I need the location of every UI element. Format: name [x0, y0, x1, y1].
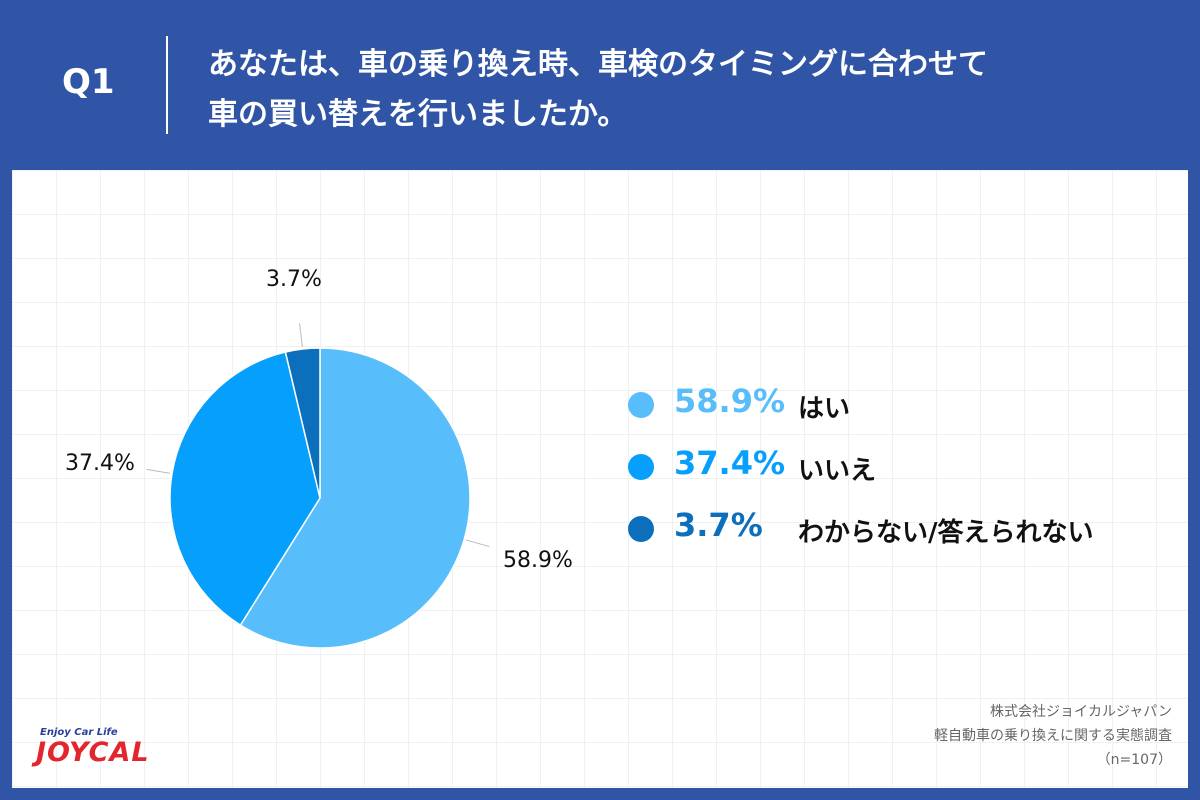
question-line-1: あなたは、車の乗り換え時、車検のタイミングに合わせて	[208, 47, 988, 82]
leader-line-no	[146, 468, 171, 474]
legend-swatch-unknown	[628, 516, 654, 542]
joycal-logo: Enjoy Car Life JOYCAL	[36, 725, 186, 775]
legend-label-no: いいえ	[798, 456, 877, 486]
legend-item-unknown: 3.7% わからない/答えられない	[628, 504, 1168, 566]
header-divider	[166, 36, 168, 134]
legend-swatch-no	[628, 454, 654, 480]
legend-label-unknown: わからない/答えられない	[798, 518, 1094, 548]
legend-swatch-yes	[628, 392, 654, 418]
credit-sample: （n=107）	[1096, 752, 1172, 768]
leader-line-yes	[465, 539, 490, 548]
pie-slice-unknown	[284, 347, 321, 499]
legend-item-yes: 58.9% はい	[628, 380, 1168, 442]
leader-line-unknown	[299, 323, 303, 348]
chart-legend: 58.9% はい 37.4% いいえ 3.7% わからない/答えられない	[628, 380, 1168, 566]
question-number: Q1	[62, 62, 115, 102]
data-label-yes: 58.9%	[503, 548, 573, 573]
legend-label-yes: はい	[798, 394, 851, 424]
question-header: Q1 あなたは、車の乗り換え時、車検のタイミングに合わせて 車の買い替えを行いま…	[0, 0, 1200, 170]
legend-pct-no: 37.4%	[674, 444, 786, 482]
credit-survey: 軽自動車の乗り換えに関する実態調査	[934, 728, 1172, 744]
legend-pct-yes: 58.9%	[674, 382, 786, 420]
legend-item-no: 37.4% いいえ	[628, 442, 1168, 504]
credit-company: 株式会社ジョイカルジャパン	[990, 704, 1172, 720]
pie-slice-no	[169, 351, 321, 627]
logo-wordmark: JOYCAL	[36, 737, 150, 768]
legend-pct-unknown: 3.7%	[674, 506, 763, 544]
logo-tagline: Enjoy Car Life	[40, 727, 118, 738]
data-label-unknown: 3.7%	[266, 267, 322, 292]
survey-credits: 株式会社ジョイカルジャパン 軽自動車の乗り換えに関する実態調査 （n=107）	[934, 700, 1172, 772]
data-label-no: 37.4%	[65, 451, 135, 476]
question-line-2: 車の買い替えを行いましたか。	[208, 97, 628, 132]
pie-slice-yes	[239, 347, 471, 649]
question-title: あなたは、車の乗り換え時、車検のタイミングに合わせて 車の買い替えを行いましたか…	[208, 40, 1168, 140]
